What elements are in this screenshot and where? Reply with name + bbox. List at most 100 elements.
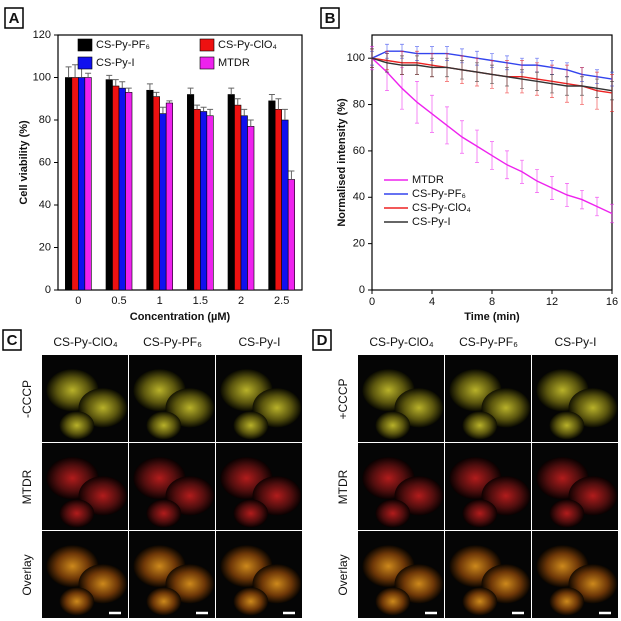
bar <box>78 77 86 291</box>
legend-label: CS-Py-ClO₄ <box>218 39 277 51</box>
bar <box>118 87 126 291</box>
error-bar <box>241 108 248 116</box>
x-axis-label: Time (min) <box>464 311 520 323</box>
cell <box>233 587 269 616</box>
y-tick-label: 20 <box>353 238 365 250</box>
legend-label: MTDR <box>218 57 250 69</box>
error-bar <box>234 98 241 106</box>
error-bar <box>187 87 194 95</box>
row-label: MTDR <box>20 469 34 504</box>
legend-swatch <box>199 38 215 52</box>
bar <box>227 94 235 291</box>
cell <box>59 587 95 616</box>
column-header: CS-Py-I <box>555 335 597 349</box>
error-bar <box>288 170 295 180</box>
line <box>371 57 613 92</box>
column-header: CS-Py-ClO₄ <box>369 335 433 349</box>
legend-label: MTDR <box>412 174 444 186</box>
y-tick-label: 120 <box>33 29 51 41</box>
bar <box>146 89 154 291</box>
y-tick-label: 20 <box>39 241 51 253</box>
bar <box>152 96 160 291</box>
bar <box>274 109 282 291</box>
error-bar <box>247 119 254 127</box>
error-bar <box>85 72 92 78</box>
cell <box>375 499 411 528</box>
bar <box>247 126 255 291</box>
x-tick-label: 1.5 <box>193 295 208 307</box>
bar <box>268 100 276 291</box>
legend-label: CS-Py-PF₆ <box>96 39 150 51</box>
cell <box>549 499 585 528</box>
cell <box>146 587 182 616</box>
error-bar <box>207 108 214 116</box>
error-bar <box>119 81 126 89</box>
bar <box>187 94 195 291</box>
column-header: CS-Py-ClO₄ <box>53 335 117 349</box>
error-bar <box>72 64 79 78</box>
plot-frame <box>57 34 303 291</box>
bar <box>234 104 242 291</box>
error-bar <box>268 94 275 101</box>
bar <box>200 111 208 291</box>
panel-letter-box <box>4 7 24 29</box>
cell <box>549 587 585 616</box>
cell <box>59 499 95 528</box>
error-bar <box>275 98 282 110</box>
y-axis-label: Cell viability (%) <box>18 120 30 205</box>
y-tick-label: 60 <box>353 145 365 157</box>
y-axis-label: Normalised intensity (%) <box>336 98 348 227</box>
bar <box>159 113 167 291</box>
legend-swatch <box>77 56 93 70</box>
legend-swatch <box>77 38 93 52</box>
error-bar <box>65 66 72 78</box>
cell <box>549 411 585 440</box>
cell <box>146 411 182 440</box>
error-bar <box>125 87 132 93</box>
x-tick-label: 1 <box>157 295 163 307</box>
x-tick-label: 2 <box>238 295 244 307</box>
cell <box>375 587 411 616</box>
y-tick-label: 60 <box>39 156 51 168</box>
legend-label: CS-Py-I <box>96 57 135 69</box>
bar <box>193 109 201 291</box>
legend-label: CS-Py-ClO₄ <box>412 202 471 214</box>
error-bar <box>153 91 160 97</box>
y-tick-label: 100 <box>347 52 365 64</box>
error-bar <box>194 104 201 110</box>
column-header: CS-Py-I <box>239 335 281 349</box>
error-bar <box>159 106 166 114</box>
error-bar <box>370 48 374 68</box>
panel-letter-box <box>312 329 332 351</box>
x-tick-label: 4 <box>429 296 435 308</box>
error-bar <box>281 108 288 120</box>
column-header: CS-Py-PF₆ <box>459 335 518 349</box>
cell <box>59 411 95 440</box>
legend-label: CS-Py-PF₆ <box>412 188 466 200</box>
error-bar <box>200 106 207 112</box>
y-tick-label: 0 <box>45 284 51 296</box>
error-bar <box>166 100 173 103</box>
line <box>371 57 613 215</box>
y-tick-label: 0 <box>359 284 365 296</box>
x-tick-label: 12 <box>546 296 558 308</box>
cell <box>146 499 182 528</box>
bar <box>240 115 248 291</box>
x-tick-label: 8 <box>489 296 495 308</box>
y-tick-label: 100 <box>33 71 51 83</box>
bar <box>112 85 120 291</box>
cell <box>462 411 498 440</box>
column-header: CS-Py-PF₆ <box>143 335 202 349</box>
x-tick-label: 2.5 <box>274 295 289 307</box>
cell <box>233 499 269 528</box>
bar <box>105 79 113 291</box>
error-bar <box>112 79 119 86</box>
row-label: MTDR <box>336 469 350 504</box>
x-tick-label: 16 <box>606 296 618 308</box>
y-tick-label: 80 <box>39 114 51 126</box>
bar <box>206 115 214 291</box>
panel-letter: B <box>325 10 336 27</box>
bar <box>165 102 173 291</box>
bar <box>287 179 295 291</box>
error-bar <box>146 83 153 91</box>
